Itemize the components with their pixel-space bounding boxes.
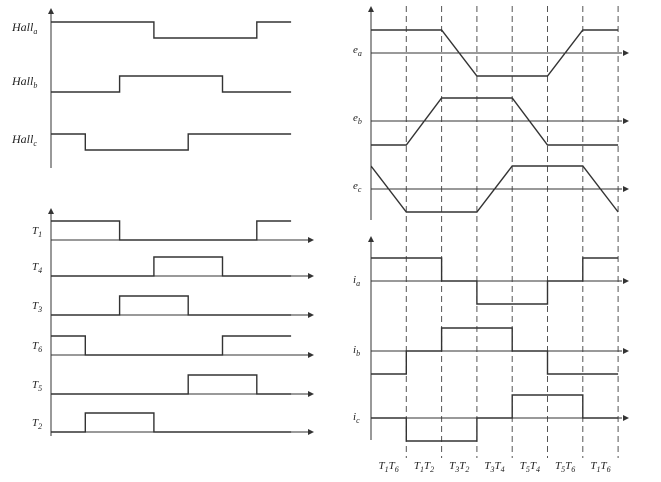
t4-axis-arrow [308, 273, 314, 279]
ia-axis-arrow [623, 278, 629, 284]
hall-a-label: Halla [11, 20, 37, 36]
ib-waveform [371, 327, 619, 375]
hall-and-switch-timing-panel: Halla Hallb Hallc T1 T4 T3 T6 T5 T2 [11, 8, 314, 436]
hall-c-label: Hallc [11, 132, 37, 148]
conducting-pair-7: T1T6 [590, 460, 610, 474]
conducting-pair-2: T1T2 [414, 460, 434, 474]
t2-axis-arrow [308, 429, 314, 435]
ec-label: ec [353, 180, 362, 194]
t3-label: T3 [32, 300, 42, 314]
hall-b-label: Hallb [11, 74, 37, 90]
t1-waveform [51, 220, 292, 241]
hall-b-waveform [51, 75, 292, 93]
ea-waveform [371, 29, 619, 77]
ia-waveform [371, 257, 619, 305]
t3-waveform [51, 295, 292, 316]
hall-a-waveform [51, 21, 292, 39]
t1-axis-arrow [308, 237, 314, 243]
hall-axis-arrow [48, 8, 54, 14]
switch-axis-arrow [48, 208, 54, 214]
emf-axis-arrow [368, 6, 374, 12]
conducting-pair-1: T1T6 [379, 460, 399, 474]
ia-label: ia [353, 274, 360, 288]
t1-label: T1 [32, 225, 42, 239]
back-emf-and-current-panel: ea eb ec ia ib ic T1T6 T1T2 T3T2 T3T4 T5T4 T5T6 T1T6 [353, 6, 629, 474]
t2-label: T2 [32, 417, 42, 431]
conducting-pair-3: T3T2 [449, 460, 469, 474]
t4-waveform [51, 256, 292, 277]
t5-waveform [51, 374, 292, 395]
ib-axis-arrow [623, 348, 629, 354]
t6-axis-arrow [308, 352, 314, 358]
hall-c-waveform [51, 133, 292, 151]
conducting-pair-6: T5T6 [555, 460, 575, 474]
current-axis-arrow [368, 236, 374, 242]
ic-axis-arrow [623, 415, 629, 421]
t3-axis-arrow [308, 312, 314, 318]
eb-axis-arrow [623, 118, 629, 124]
ea-axis-arrow [623, 50, 629, 56]
ea-label: ea [353, 44, 362, 58]
t6-waveform [51, 335, 292, 356]
eb-waveform [371, 97, 619, 146]
t4-label: T4 [32, 261, 42, 275]
ib-label: ib [353, 344, 360, 358]
t6-label: T6 [32, 340, 42, 354]
t5-label: T5 [32, 379, 42, 393]
conducting-pair-4: T3T4 [484, 460, 504, 474]
conducting-pair-5: T5T4 [520, 460, 540, 474]
t2-waveform [51, 412, 292, 433]
eb-label: eb [353, 112, 362, 126]
ic-waveform [371, 394, 619, 442]
ec-axis-arrow [623, 186, 629, 192]
ec-waveform [370, 165, 619, 213]
t5-axis-arrow [308, 391, 314, 397]
ic-label: ic [353, 411, 360, 425]
